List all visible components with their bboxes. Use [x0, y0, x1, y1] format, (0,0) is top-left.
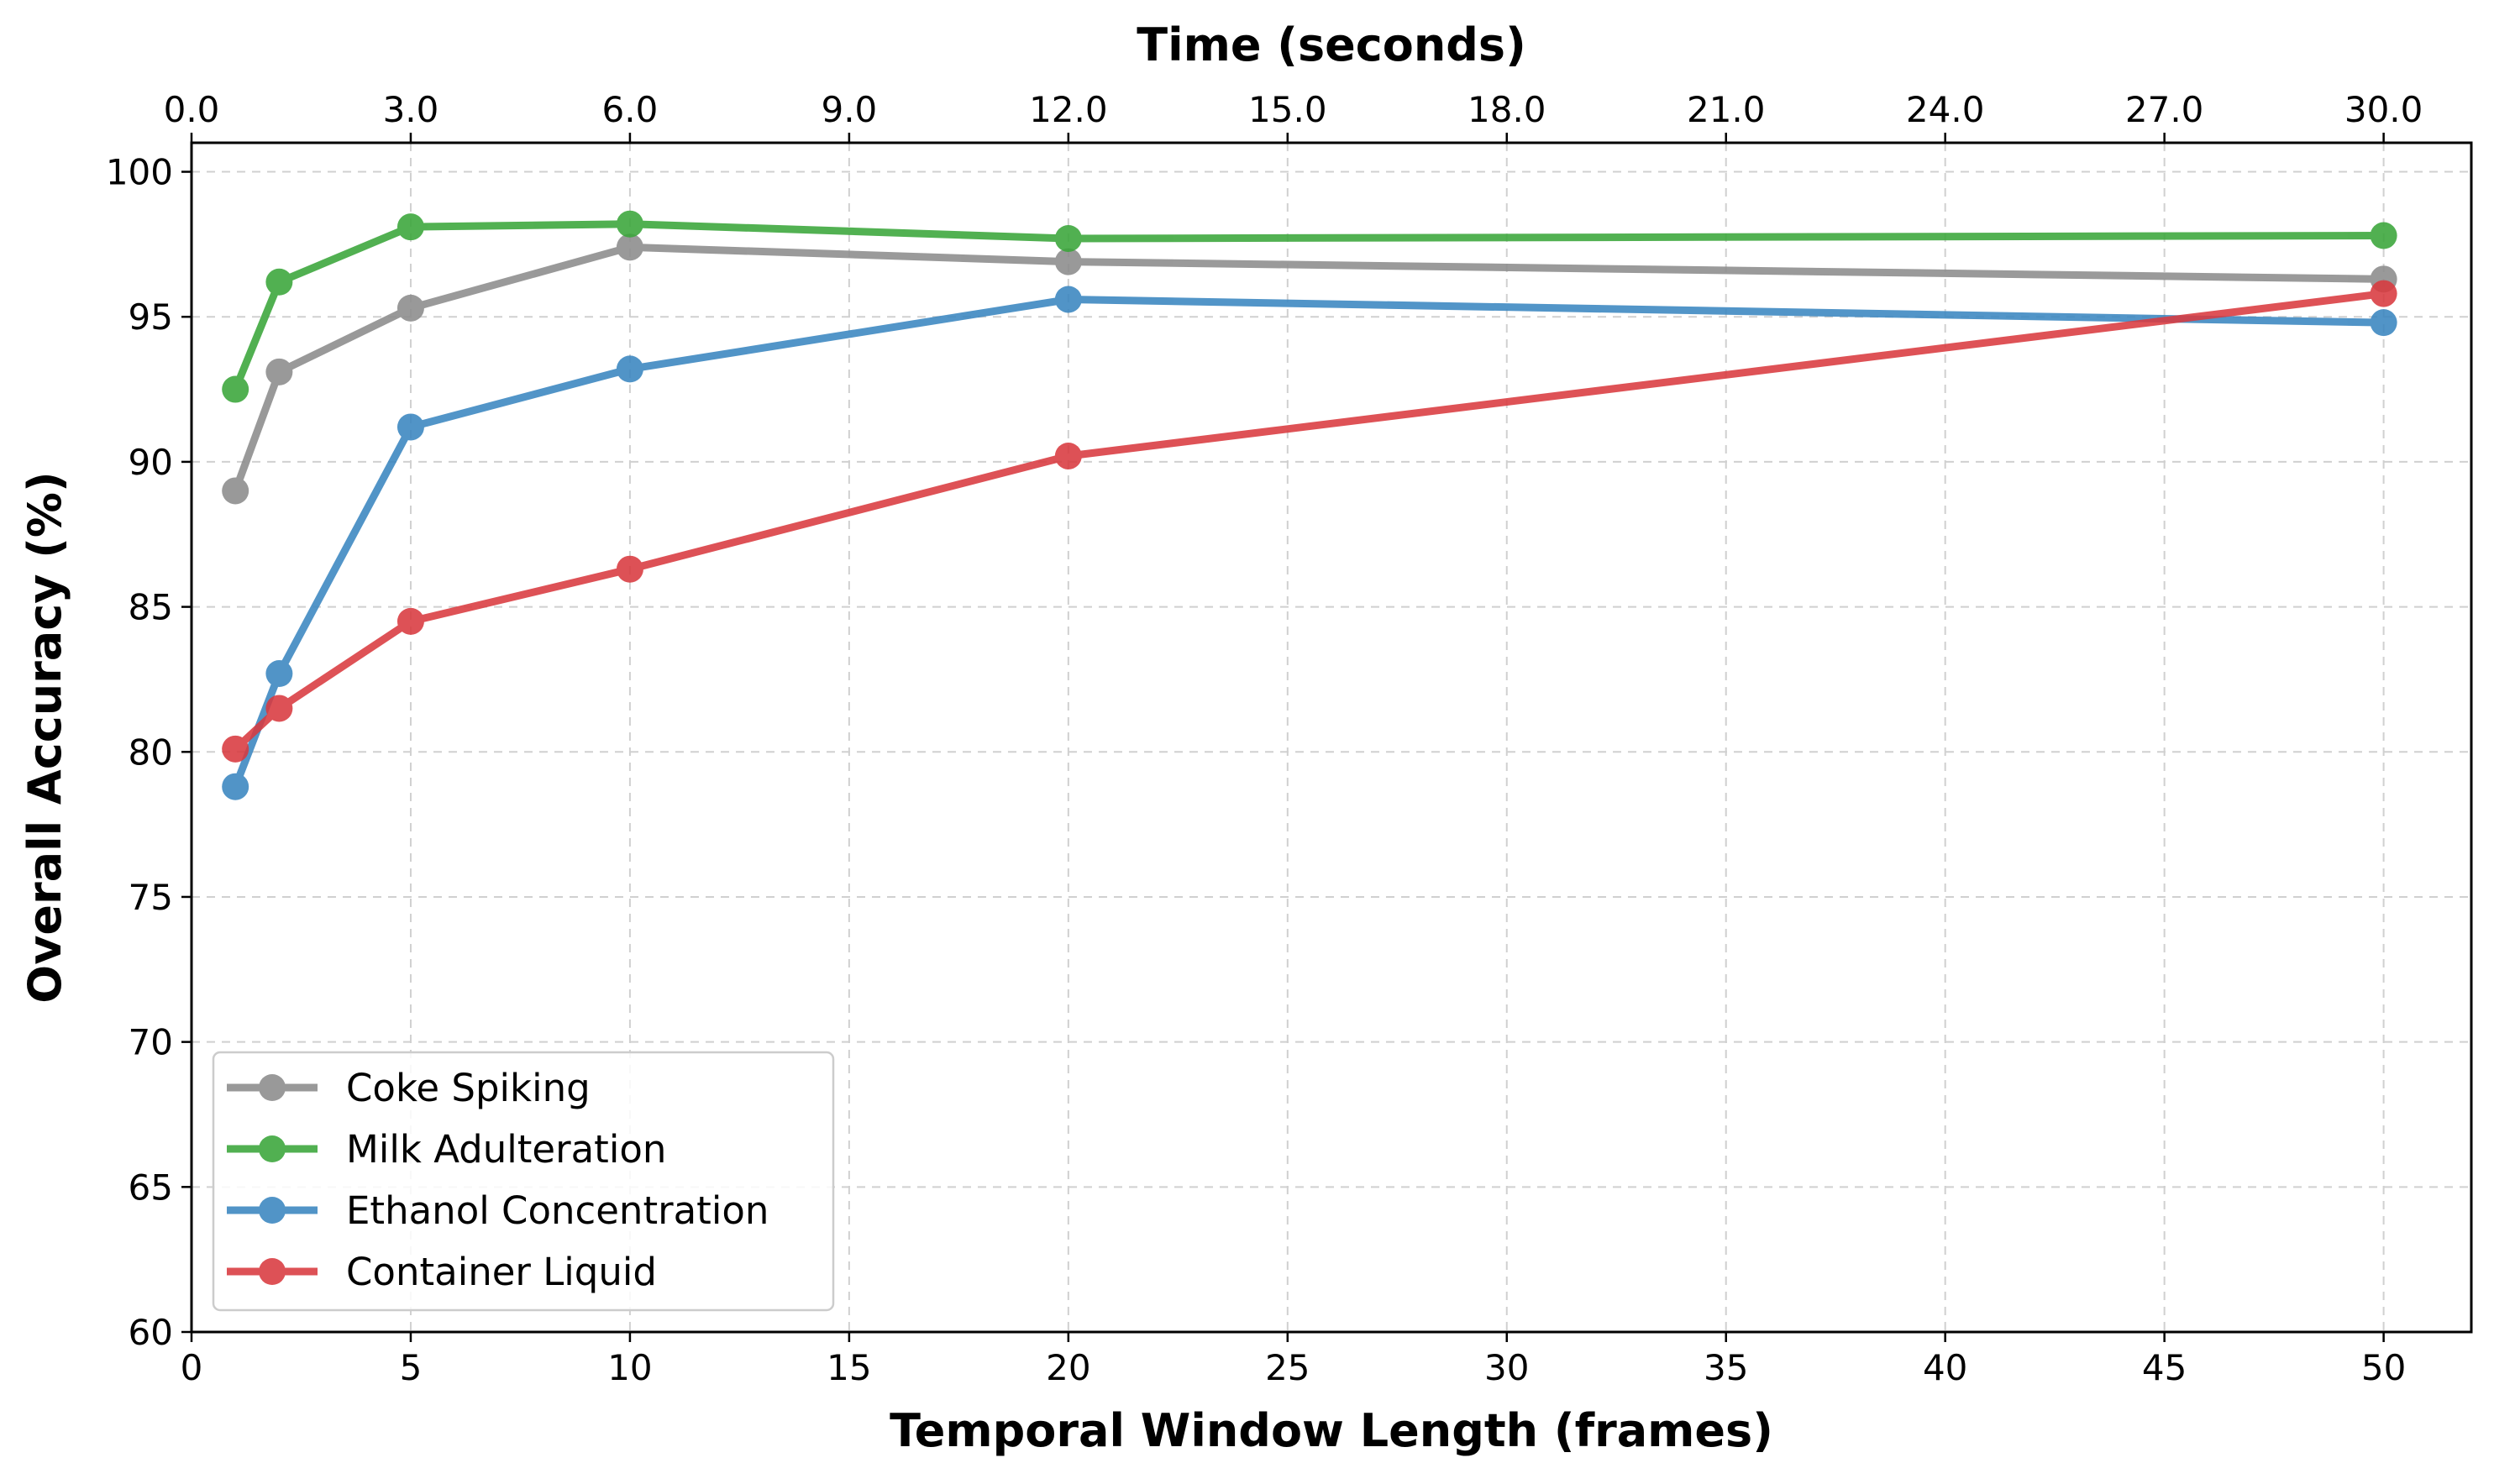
legend-swatch-marker	[259, 1074, 286, 1101]
x2-tick-label: 27.0	[2125, 89, 2204, 130]
data-point-container-liquid	[396, 607, 424, 635]
bottom-axis-title: Temporal Window Length (frames)	[890, 1404, 1773, 1457]
data-point-container-liquid	[265, 695, 293, 722]
legend-item-coke-spiking	[227, 1074, 318, 1101]
plot-frame	[190, 141, 2473, 1334]
data-point-milk-adulteration	[396, 213, 424, 241]
data-point-container-liquid	[616, 555, 643, 583]
data-point-container-liquid	[222, 735, 249, 763]
series-line-milk-adulteration	[231, 220, 2388, 394]
data-point-coke-spiking	[396, 294, 424, 322]
legend-label-coke-spiking: Coke Spiking	[346, 1066, 591, 1110]
series-line-ethanol-concentration	[231, 295, 2388, 791]
data-point-coke-spiking	[616, 233, 643, 261]
data-point-coke-spiking	[1054, 248, 1082, 275]
x2-tick-label: 30.0	[2344, 89, 2423, 130]
data-point-ethanol-concentration	[1054, 286, 1082, 313]
top-axis-title: Time (seconds)	[1137, 18, 1526, 71]
legend-item-ethanol-concentration	[227, 1197, 318, 1224]
series-layer	[222, 210, 2397, 800]
data-point-milk-adulteration	[2370, 222, 2397, 249]
y-axis-title: Overall Accuracy (%)	[18, 471, 71, 1003]
data-point-ethanol-concentration	[2370, 309, 2397, 337]
x-tick-label: 30	[1484, 1347, 1529, 1388]
legend-item-milk-adulteration	[227, 1135, 318, 1162]
y-tick-label: 90	[129, 442, 173, 483]
data-point-ethanol-concentration	[222, 773, 249, 800]
y-tick-label: 85	[129, 587, 173, 628]
legend: Coke Spiking Milk Adulteration Ethanol Con…	[212, 1051, 835, 1312]
data-point-milk-adulteration	[1054, 224, 1082, 252]
data-point-coke-spiking	[265, 358, 293, 385]
x-tick-label: 25	[1265, 1347, 1310, 1388]
x2-tick-label: 21.0	[1687, 89, 1766, 130]
x2-tick-label: 12.0	[1029, 89, 1108, 130]
data-point-ethanol-concentration	[265, 660, 293, 688]
tick-layer: 0 5 10 15 20 25 30 35 40 45 50 0.0 3.0 6.0 9.0 12.0 15.0…	[106, 89, 2423, 1388]
legend-item-container-liquid	[227, 1258, 318, 1285]
legend-swatch-marker	[259, 1197, 286, 1224]
y-tick-label: 60	[129, 1312, 173, 1353]
y-tick-label: 95	[129, 296, 173, 338]
y-tick-label: 80	[129, 732, 173, 773]
data-point-ethanol-concentration	[616, 355, 643, 383]
data-point-coke-spiking	[222, 477, 249, 505]
x2-tick-label: 3.0	[383, 89, 439, 130]
data-point-milk-adulteration	[265, 268, 293, 296]
x-tick-label: 10	[607, 1347, 652, 1388]
series-container-liquid	[222, 280, 2397, 763]
x2-tick-label: 9.0	[821, 89, 877, 130]
legend-label-ethanol-concentration: Ethanol Concentration	[346, 1188, 769, 1233]
x-tick-label: 15	[827, 1347, 871, 1388]
x-tick-label: 35	[1704, 1347, 1748, 1388]
data-point-ethanol-concentration	[396, 413, 424, 441]
y-tick-label: 75	[129, 877, 173, 918]
data-point-milk-adulteration	[222, 375, 249, 403]
legend-swatch-marker	[259, 1258, 286, 1285]
x2-tick-label: 0.0	[164, 89, 220, 130]
series-milk-adulteration	[222, 210, 2397, 403]
legend-box	[212, 1051, 835, 1312]
x-tick-label: 20	[1046, 1347, 1090, 1388]
x-tick-label: 45	[2142, 1347, 2187, 1388]
legend-label-container-liquid: Container Liquid	[346, 1250, 657, 1294]
y-tick-label: 65	[129, 1167, 173, 1208]
y-tick-label: 70	[129, 1022, 173, 1063]
legend-swatch-marker	[259, 1135, 286, 1162]
x-tick-label: 0	[181, 1347, 203, 1388]
series-ethanol-concentration	[222, 286, 2397, 800]
data-point-container-liquid	[1054, 442, 1082, 469]
legend-label-milk-adulteration: Milk Adulteration	[346, 1127, 666, 1172]
x-tick-label: 40	[1923, 1347, 1967, 1388]
series-line-coke-spiking	[231, 243, 2388, 495]
x-tick-label: 50	[2361, 1347, 2406, 1388]
x2-tick-label: 6.0	[602, 89, 659, 130]
grid-layer	[191, 143, 2471, 1333]
x2-tick-label: 15.0	[1248, 89, 1327, 130]
data-point-container-liquid	[2370, 280, 2397, 307]
data-point-milk-adulteration	[616, 210, 643, 238]
x2-tick-label: 18.0	[1468, 89, 1546, 130]
x2-tick-label: 24.0	[1906, 89, 1985, 130]
y-tick-label: 100	[106, 152, 173, 193]
x-tick-label: 5	[400, 1347, 423, 1388]
